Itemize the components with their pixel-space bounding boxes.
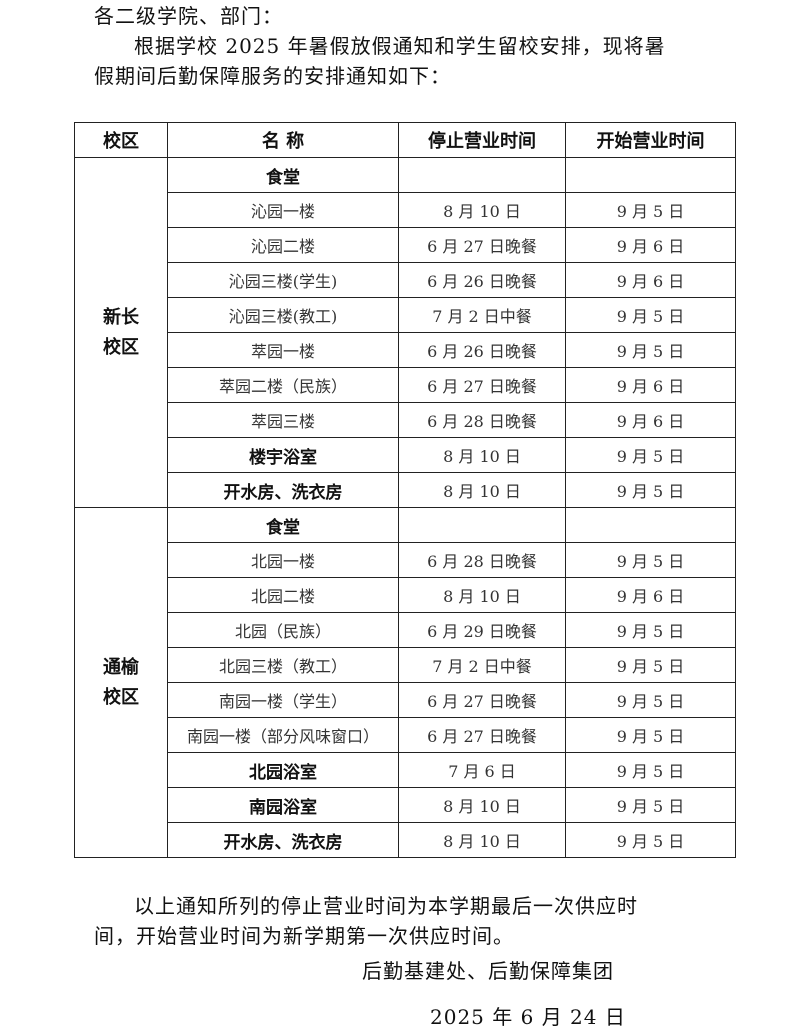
table-row: 沁园二楼 6 月 27 日晚餐 9 月 6 日 (75, 227, 736, 263)
start-time-cell: 9 月 5 日 (565, 192, 736, 228)
start-time-cell (565, 507, 736, 543)
table-row: 北园三楼（教工） 7 月 2 日中餐 9 月 5 日 (75, 647, 736, 683)
stop-time-cell: 7 月 2 日中餐 (398, 297, 566, 333)
table-header-row: 校区 名 称 停止营业时间 开始营业时间 (74, 122, 736, 158)
facility-name-cell: 南园浴室 (167, 787, 399, 823)
campus-name-line1: 通榆 (103, 656, 139, 678)
table-row: 南园一楼（学生） 6 月 27 日晚餐 9 月 5 日 (75, 682, 736, 718)
stop-time-cell: 7 月 6 日 (398, 752, 566, 788)
facility-name-cell: 北园一楼 (167, 542, 399, 578)
facility-name-cell: 南园一楼（部分风味窗口） (167, 717, 399, 753)
start-time-cell: 9 月 6 日 (565, 402, 736, 438)
start-time-cell: 9 月 6 日 (565, 367, 736, 403)
stop-time-cell: 8 月 10 日 (398, 437, 566, 473)
stop-time-cell: 6 月 27 日晚餐 (398, 367, 566, 403)
stop-time-cell: 6 月 28 日晚餐 (398, 542, 566, 578)
start-time-cell: 9 月 5 日 (565, 752, 736, 788)
stop-time-cell: 8 月 10 日 (398, 577, 566, 613)
table-row: 南园一楼（部分风味窗口） 6 月 27 日晚餐 9 月 5 日 (75, 717, 736, 753)
start-time-cell: 9 月 5 日 (565, 787, 736, 823)
facility-name-cell: 沁园三楼(学生) (167, 262, 399, 298)
table-row: 萃园二楼（民族） 6 月 27 日晚餐 9 月 6 日 (75, 367, 736, 403)
table-row: 萃园三楼 6 月 28 日晚餐 9 月 6 日 (75, 402, 736, 438)
start-time-cell: 9 月 5 日 (565, 472, 736, 508)
facility-name-cell: 沁园一楼 (167, 192, 399, 228)
note-line1: 以上通知所列的停止营业时间为本学期最后一次供应时 (134, 894, 638, 918)
campus-name-line2: 校区 (103, 686, 139, 708)
start-time-cell: 9 月 6 日 (565, 577, 736, 613)
stop-time-cell: 8 月 10 日 (398, 822, 566, 858)
facility-name-cell: 北园（民族） (167, 612, 399, 648)
facility-name-cell: 萃园一楼 (167, 332, 399, 368)
stop-time-cell (398, 507, 566, 543)
stop-time-cell: 6 月 26 日晚餐 (398, 262, 566, 298)
facility-name-cell: 北园三楼（教工） (167, 647, 399, 683)
salutation: 各二级学院、部门： (94, 4, 283, 28)
stop-time-cell: 6 月 27 日晚餐 (398, 227, 566, 263)
note-line2: 间，开始营业时间为新学期第一次供应时间。 (94, 924, 514, 948)
facility-name-cell: 开水房、洗衣房 (167, 472, 399, 508)
start-time-cell: 9 月 5 日 (565, 717, 736, 753)
table-row: 通榆 校区 食堂 (74, 507, 736, 858)
facility-name-cell: 北园浴室 (167, 752, 399, 788)
stop-time-cell: 6 月 27 日晚餐 (398, 682, 566, 718)
stop-time-cell: 8 月 10 日 (398, 787, 566, 823)
start-time-cell: 9 月 6 日 (565, 262, 736, 298)
facility-name-cell: 食堂 (167, 507, 399, 543)
campus-cell: 通榆 校区 (74, 507, 168, 858)
start-time-cell: 9 月 5 日 (565, 647, 736, 683)
stop-time-cell: 6 月 27 日晚餐 (398, 717, 566, 753)
table-row: 北园（民族） 6 月 29 日晚餐 9 月 5 日 (75, 612, 736, 648)
facility-name-cell: 萃园三楼 (167, 402, 399, 438)
start-time-cell: 9 月 5 日 (565, 612, 736, 648)
stop-time-cell (398, 157, 566, 193)
header-campus: 校区 (74, 122, 168, 158)
stop-time-cell: 7 月 2 日中餐 (398, 647, 566, 683)
header-name: 名 称 (167, 122, 399, 158)
table-row: 萃园一楼 6 月 26 日晚餐 9 月 5 日 (75, 332, 736, 368)
campus-name-line1: 新长 (103, 306, 139, 328)
start-time-cell (565, 157, 736, 193)
campus-cell: 新长 校区 (74, 157, 168, 508)
stop-time-cell: 6 月 29 日晚餐 (398, 612, 566, 648)
table-row: 北园一楼 6 月 28 日晚餐 9 月 5 日 (75, 542, 736, 578)
start-time-cell: 9 月 5 日 (565, 822, 736, 858)
start-time-cell: 9 月 5 日 (565, 542, 736, 578)
table-row: 沁园三楼(教工) 7 月 2 日中餐 9 月 5 日 (75, 297, 736, 333)
date: 2025 年 6 月 24 日 (430, 1005, 626, 1029)
facility-name-cell: 萃园二楼（民族） (167, 367, 399, 403)
start-time-cell: 9 月 6 日 (565, 227, 736, 263)
start-time-cell: 9 月 5 日 (565, 682, 736, 718)
table-row: 沁园三楼(学生) 6 月 26 日晚餐 9 月 6 日 (75, 262, 736, 298)
intro-paragraph-line1: 根据学校 2025 年暑假放假通知和学生留校安排，现将暑 (134, 34, 666, 58)
campus-name-line2: 校区 (103, 336, 139, 358)
start-time-cell: 9 月 5 日 (565, 297, 736, 333)
stop-time-cell: 8 月 10 日 (398, 472, 566, 508)
facility-name-cell: 楼宇浴室 (167, 437, 399, 473)
intro-paragraph-line2: 假期间后勤保障服务的安排通知如下： (94, 64, 451, 88)
facility-name-cell: 北园二楼 (167, 577, 399, 613)
facility-name-cell: 南园一楼（学生） (167, 682, 399, 718)
start-time-cell: 9 月 5 日 (565, 437, 736, 473)
facility-name-cell: 食堂 (167, 157, 399, 193)
table-row: 新长 校区 食堂 (74, 157, 736, 508)
start-time-cell: 9 月 5 日 (565, 332, 736, 368)
stop-time-cell: 6 月 26 日晚餐 (398, 332, 566, 368)
header-start-time: 开始营业时间 (565, 122, 736, 158)
header-stop-time: 停止营业时间 (398, 122, 566, 158)
stop-time-cell: 6 月 28 日晚餐 (398, 402, 566, 438)
facility-name-cell: 沁园二楼 (167, 227, 399, 263)
signature: 后勤基建处、后勤保障集团 (362, 959, 614, 983)
facility-name-cell: 开水房、洗衣房 (167, 822, 399, 858)
facility-name-cell: 沁园三楼(教工) (167, 297, 399, 333)
stop-time-cell: 8 月 10 日 (398, 192, 566, 228)
